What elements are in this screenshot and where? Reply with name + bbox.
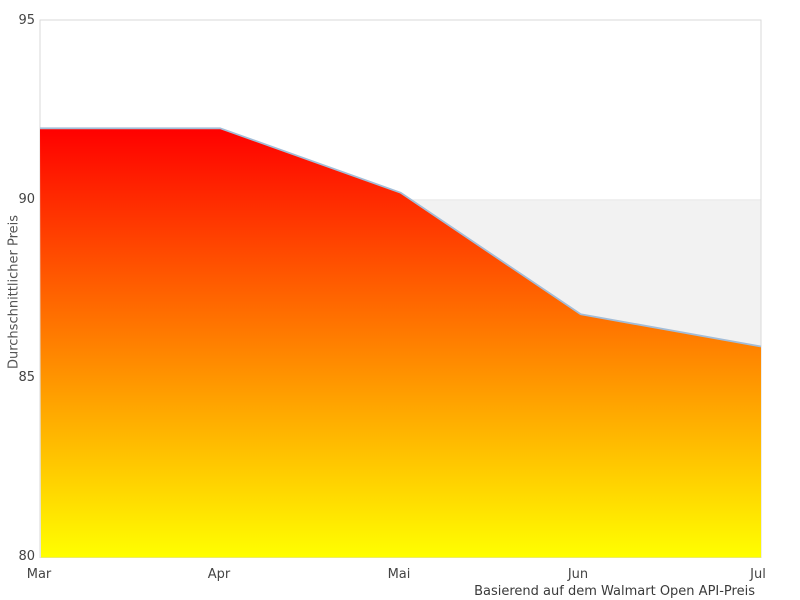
x-axis-caption: Basierend auf dem Walmart Open API-Preis bbox=[474, 584, 755, 599]
x-tick-mai: Mai bbox=[387, 567, 411, 582]
x-tick-jun: Jun bbox=[567, 567, 589, 582]
y-tick-90: 90 bbox=[18, 192, 35, 207]
x-tick-mar: Mar bbox=[26, 567, 52, 582]
y-axis-title: Durchschnittlicher Preis bbox=[6, 214, 22, 370]
y-tick-95: 95 bbox=[18, 13, 35, 28]
x-tick-jul: Jul bbox=[750, 567, 766, 582]
y-tick-85: 85 bbox=[18, 370, 35, 385]
x-tick-apr: Apr bbox=[207, 567, 231, 582]
y-tick-80: 80 bbox=[18, 549, 35, 564]
